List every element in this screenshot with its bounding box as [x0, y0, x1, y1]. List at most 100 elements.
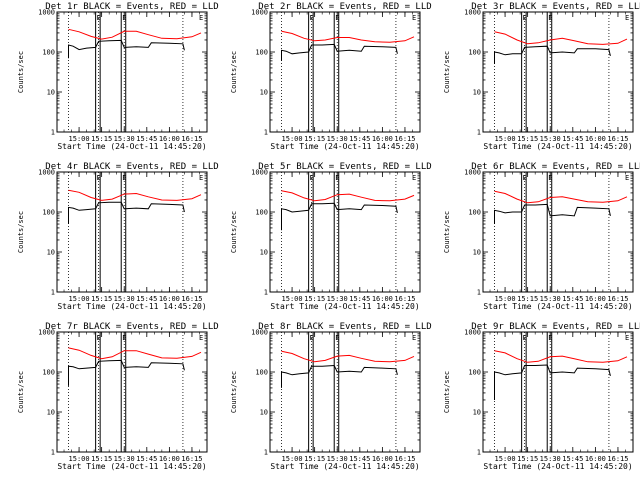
panel-title: Det 4r BLACK = Events, RED = LLD: [45, 162, 218, 172]
x-tick-label: 16:15: [607, 295, 628, 303]
x-tick-label: 15:30: [114, 295, 135, 303]
x-tick-label: 15:15: [304, 135, 325, 143]
series-events: [281, 43, 398, 61]
flag-marker: E: [122, 14, 126, 22]
x-tick-label: 15:30: [327, 135, 348, 143]
x-tick-label: 16:15: [394, 295, 415, 303]
panel-title: Det 7r BLACK = Events, RED = LLD: [45, 322, 218, 332]
x-tick-label: 15:00: [495, 455, 516, 463]
series-events: [281, 364, 398, 388]
x-tick-label: 15:30: [327, 295, 348, 303]
panel-3: Det 3r BLACK = Events, RED = LLD 1 10 100 10…: [443, 2, 640, 151]
y-tick-label: 100: [468, 369, 481, 377]
panel-title: Det 5r BLACK = Events, RED = LLD: [258, 162, 431, 172]
y-tick-label: 100: [468, 49, 481, 57]
y-tick-label: 10: [260, 409, 268, 417]
x-tick-label: 15:00: [282, 135, 303, 143]
x-tick-label: 15:30: [114, 135, 135, 143]
x-tick-label: 15:00: [495, 135, 516, 143]
y-tick-label: 100: [468, 209, 481, 217]
panel-title: Det 3r BLACK = Events, RED = LLD: [471, 2, 640, 12]
x-tick-label: 16:00: [159, 455, 180, 463]
panel-1: Det 1r BLACK = Events, RED = LLD 1 10 100 10…: [17, 2, 219, 151]
y-axis-label: Counts/sec: [17, 51, 25, 93]
flag-marker: E: [523, 174, 527, 182]
y-tick-label: 1000: [38, 9, 55, 17]
series-lld: [494, 31, 628, 45]
x-tick-label: 16:15: [607, 135, 628, 143]
x-tick-label: 16:00: [585, 295, 606, 303]
x-tick-label: 15:45: [136, 295, 157, 303]
y-tick-label: 100: [255, 209, 268, 217]
y-tick-label: 1: [51, 449, 55, 457]
x-axis-label: Start Time (24-Oct-11 14:45:20): [57, 142, 206, 151]
x-tick-label: 15:45: [349, 455, 370, 463]
y-tick-label: 1000: [464, 9, 481, 17]
axes-frame: [482, 171, 634, 293]
y-tick-label: 10: [47, 89, 55, 97]
x-axis-label: Start Time (24-Oct-11 14:45:20): [270, 142, 419, 151]
panel-4: Det 4r BLACK = Events, RED = LLD 1 10 100 10…: [17, 162, 219, 311]
x-tick-label: 16:00: [372, 455, 393, 463]
y-tick-label: 10: [260, 249, 268, 257]
x-tick-label: 15:00: [282, 295, 303, 303]
series-events: [494, 203, 611, 224]
series-lld: [281, 30, 415, 43]
flag-marker: E: [122, 174, 126, 182]
x-axis-label: Start Time (24-Oct-11 14:45:20): [57, 462, 206, 471]
x-axis-label: Start Time (24-Oct-11 14:45:20): [483, 462, 632, 471]
y-tick-label: 10: [260, 89, 268, 97]
x-tick-label: 15:15: [304, 455, 325, 463]
x-tick-label: 16:00: [372, 135, 393, 143]
flag-marker: E: [548, 334, 552, 342]
flag-marker: E: [335, 334, 339, 342]
x-tick-label: 16:15: [181, 295, 202, 303]
x-tick-label: 15:45: [136, 455, 157, 463]
y-tick-label: 1000: [38, 169, 55, 177]
series-events: [68, 39, 185, 59]
y-tick-label: 1: [477, 449, 481, 457]
axes-frame: [482, 331, 634, 453]
panel-title: Det 6r BLACK = Events, RED = LLD: [471, 162, 640, 172]
flag-marker: E: [97, 334, 101, 342]
y-axis-label: Counts/sec: [17, 211, 25, 253]
x-tick-label: 15:00: [282, 455, 303, 463]
x-tick-label: 15:15: [91, 455, 112, 463]
panel-9: Det 9r BLACK = Events, RED = LLD 1 10 100 10…: [443, 322, 640, 471]
flag-marker: E: [310, 14, 314, 22]
x-tick-label: 15:00: [69, 135, 90, 143]
x-tick-label: 15:15: [517, 135, 538, 143]
y-tick-label: 100: [255, 49, 268, 57]
panel-5: Det 5r BLACK = Events, RED = LLD 1 10 100 10…: [230, 162, 432, 311]
y-tick-label: 1000: [464, 169, 481, 177]
series-lld: [494, 350, 628, 363]
x-tick-label: 15:45: [562, 455, 583, 463]
y-tick-label: 100: [42, 49, 55, 57]
y-tick-label: 10: [47, 249, 55, 257]
x-tick-label: 15:45: [349, 135, 370, 143]
x-tick-label: 15:15: [91, 135, 112, 143]
y-tick-label: 10: [47, 409, 55, 417]
y-axis-label: Counts/sec: [230, 211, 238, 253]
flag-marker: E: [97, 174, 101, 182]
x-tick-label: 15:15: [304, 295, 325, 303]
x-tick-label: 15:45: [562, 135, 583, 143]
series-lld: [281, 350, 415, 363]
x-tick-label: 16:00: [372, 295, 393, 303]
series-lld: [281, 190, 415, 202]
flag-marker: E: [199, 14, 203, 22]
series-events: [494, 364, 611, 400]
y-axis-label: Counts/sec: [17, 371, 25, 413]
x-tick-label: 15:00: [69, 295, 90, 303]
x-tick-label: 16:15: [394, 135, 415, 143]
y-tick-label: 1: [477, 129, 481, 137]
y-tick-label: 1000: [464, 329, 481, 337]
axes-frame: [56, 171, 208, 293]
x-tick-label: 15:45: [562, 295, 583, 303]
flag-marker: E: [412, 334, 416, 342]
flag-marker: E: [199, 174, 203, 182]
x-tick-label: 15:15: [517, 455, 538, 463]
flag-marker: E: [310, 174, 314, 182]
flag-marker: E: [625, 334, 629, 342]
